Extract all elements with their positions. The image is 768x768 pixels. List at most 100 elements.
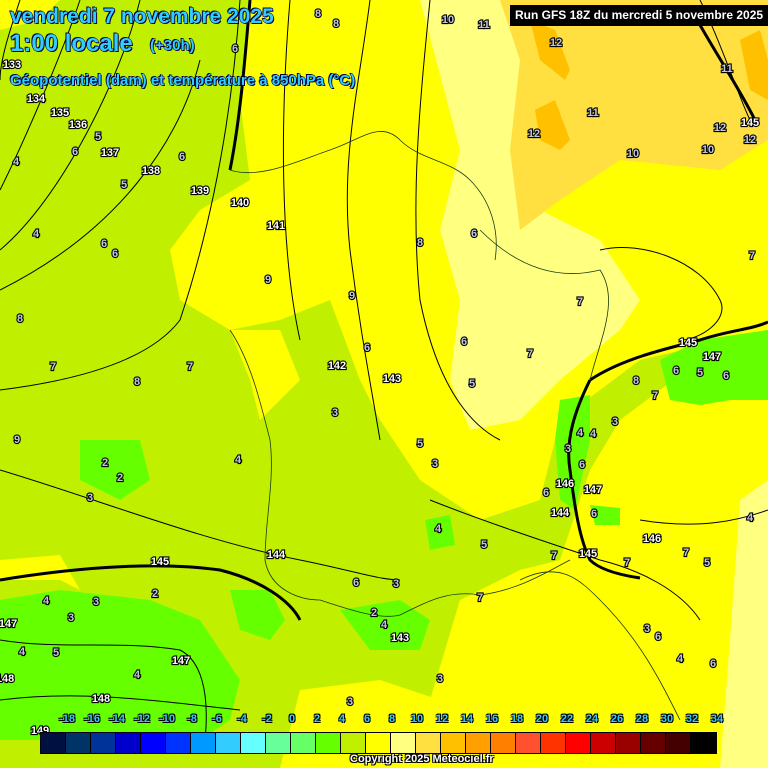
legend-tick: 12 xyxy=(435,713,449,725)
legend-tick: 20 xyxy=(535,713,549,725)
temp-zone-2-4 xyxy=(230,590,285,640)
temperature-label: 2 xyxy=(152,588,158,600)
temp-zone-12-14 xyxy=(530,20,570,80)
geopotential-label: 145 xyxy=(679,337,697,349)
legend-tick: -10 xyxy=(159,713,175,725)
geopotential-label: 136 xyxy=(69,119,87,131)
temperature-label: 7 xyxy=(683,547,689,559)
temp-zone-2-4 xyxy=(660,330,768,405)
legend-swatch xyxy=(91,733,116,753)
legend-swatch xyxy=(291,733,316,753)
temperature-label: 5 xyxy=(469,378,475,390)
legend-tick: -8 xyxy=(187,713,197,725)
legend-swatch xyxy=(116,733,141,753)
legend-tick: 0 xyxy=(288,713,296,725)
temperature-label: 3 xyxy=(437,673,443,685)
legend-swatch xyxy=(391,733,416,753)
legend-tick: -14 xyxy=(109,713,125,725)
legend-swatch xyxy=(191,733,216,753)
legend-tick: -4 xyxy=(237,713,247,725)
temperature-label: 6 xyxy=(591,508,597,520)
geopotential-label: 133 xyxy=(3,59,21,71)
legend-tick: 4 xyxy=(338,713,346,725)
geopotential-label: 145 xyxy=(741,117,759,129)
geopotential-label: 134 xyxy=(27,93,46,105)
geopotential-label: 145 xyxy=(579,548,597,560)
geopotential-label: 147 xyxy=(172,655,190,667)
temperature-label: 12 xyxy=(550,37,562,49)
legend-tick: -6 xyxy=(212,713,222,725)
temperature-label: 5 xyxy=(121,179,127,191)
temperature-label: 7 xyxy=(749,250,755,262)
temperature-label: 6 xyxy=(179,151,185,163)
legend-swatch xyxy=(66,733,91,753)
temperature-label: 4 xyxy=(13,156,20,168)
legend-swatch xyxy=(441,733,466,753)
temperature-label: 5 xyxy=(53,647,59,659)
temperature-label: 6 xyxy=(655,631,661,643)
forecast-date: vendredi 7 novembre 2025 xyxy=(10,5,275,28)
temperature-label: 3 xyxy=(332,407,338,419)
temperature-label: 4 xyxy=(677,653,684,665)
temperature-label: 4 xyxy=(33,228,40,240)
temp-zone-6-8 xyxy=(0,0,60,30)
legend-tick: 26 xyxy=(610,713,624,725)
legend-tick: 2 xyxy=(313,713,321,725)
legend-tick: -16 xyxy=(84,713,100,725)
temperature-label: 12 xyxy=(744,134,756,146)
legend-tick: 10 xyxy=(410,713,424,725)
legend-tick: 14 xyxy=(460,713,474,725)
legend-tick: -12 xyxy=(134,713,150,725)
legend-tick: 18 xyxy=(510,713,524,725)
temperature-label: 6 xyxy=(543,487,549,499)
legend-tick: -18 xyxy=(59,713,75,725)
temperature-label: 12 xyxy=(714,122,726,134)
geopotential-label: 143 xyxy=(383,373,401,385)
temperature-label: 6 xyxy=(710,658,716,670)
temperature-label: 7 xyxy=(527,348,533,360)
temperature-label: 4 xyxy=(747,512,754,524)
temperature-label: 6 xyxy=(72,146,78,158)
temperature-label: 8 xyxy=(417,237,423,249)
geopotential-label: 148 xyxy=(92,693,110,705)
temperature-label: 5 xyxy=(417,438,423,450)
temp-zone-6-8 xyxy=(230,330,300,420)
temperature-label: 8 xyxy=(315,8,321,20)
borders-and-coastlines xyxy=(229,131,681,721)
legend-tick: 30 xyxy=(660,713,674,725)
temperature-label: 7 xyxy=(624,557,630,569)
geopotential-label: 138 xyxy=(142,165,160,177)
temperature-label: 10 xyxy=(702,144,714,156)
legend-swatch xyxy=(616,733,641,753)
forecast-time: 1:00 locale xyxy=(10,30,134,57)
temperature-label: 6 xyxy=(723,370,729,382)
legend-ticks: -18 -16 -14 -12 -10 -8 -6 -4 -2 0 2 4 6 8 10 12 14 16 18 20… xyxy=(40,713,723,729)
temperature-label: 6 xyxy=(112,248,118,260)
legend-swatch xyxy=(691,733,716,753)
geopotential-label: 142 xyxy=(328,360,346,372)
temperature-label: 6 xyxy=(673,365,679,377)
temperature-label: 4 xyxy=(235,454,242,466)
temperature-label: 6 xyxy=(579,459,585,471)
temperature-label: 2 xyxy=(371,607,377,619)
legend-swatch xyxy=(491,733,516,753)
geopotential-major-contours xyxy=(0,0,768,621)
temperature-label: 9 xyxy=(14,434,20,446)
temperature-label: 11 xyxy=(587,107,599,119)
legend-tick: 24 xyxy=(585,713,599,725)
geopotential-label: 139 xyxy=(191,185,209,197)
geopotential-label: 144 xyxy=(551,507,570,519)
geopotential-label: 135 xyxy=(51,107,69,119)
legend-swatch xyxy=(416,733,441,753)
temp-zone-2-4 xyxy=(590,505,620,525)
geopotential-label: 144 xyxy=(267,549,286,561)
temp-zone-2-4 xyxy=(80,440,150,500)
temperature-label: 3 xyxy=(87,492,93,504)
temperature-label: 4 xyxy=(590,428,597,440)
temperature-label: 4 xyxy=(435,523,442,535)
geopotential-contours xyxy=(0,0,768,741)
temperature-label: 6 xyxy=(232,43,238,55)
temp-zone-2-4 xyxy=(425,515,455,550)
geopotential-label: 147 xyxy=(703,351,721,363)
temperature-label: 4 xyxy=(134,669,141,681)
